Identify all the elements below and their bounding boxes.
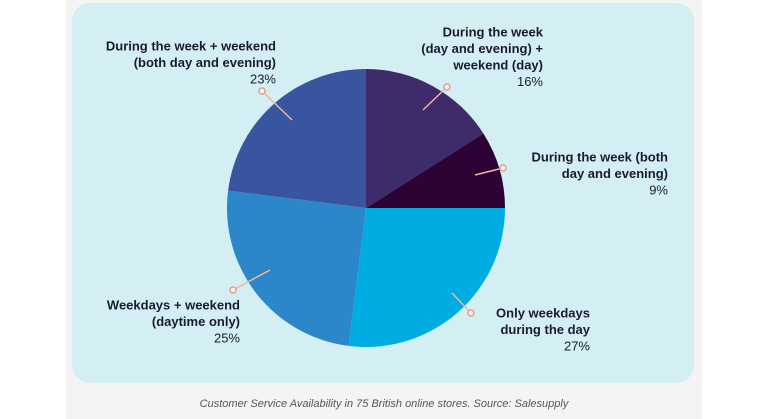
leader-line bbox=[451, 292, 472, 314]
slice-label: Weekdays + weekend bbox=[107, 297, 240, 312]
slice-label: Only weekdays bbox=[496, 305, 590, 320]
slice-label: During the week + weekend bbox=[106, 38, 276, 53]
pie-slice bbox=[348, 208, 505, 347]
pie-slice bbox=[366, 133, 505, 208]
slice-label: (daytime only) bbox=[152, 314, 240, 329]
leader-dot bbox=[443, 83, 451, 91]
slice-label: (both day and evening) bbox=[134, 55, 276, 70]
slice-label: day and evening) bbox=[562, 166, 668, 181]
leader-dot bbox=[467, 309, 475, 317]
slice-label: During the week (both bbox=[532, 149, 669, 164]
leader-line bbox=[422, 86, 448, 111]
slice-label: (day and evening) + bbox=[421, 41, 543, 56]
slice-label: During the week bbox=[443, 24, 544, 39]
value-label: 9% bbox=[649, 182, 668, 197]
value-label: 16% bbox=[517, 74, 543, 89]
slice-label: weekend (day) bbox=[452, 57, 543, 72]
value-label: 23% bbox=[250, 71, 276, 86]
leader-dot bbox=[499, 164, 507, 172]
pie-slice bbox=[366, 69, 484, 208]
pie-slice bbox=[228, 69, 366, 208]
leader-line bbox=[474, 167, 504, 176]
leader-line bbox=[232, 269, 271, 291]
leader-line bbox=[261, 90, 293, 121]
pie-slice bbox=[226, 190, 366, 346]
leader-dot bbox=[258, 87, 266, 95]
caption: Customer Service Availability in 75 Brit… bbox=[200, 398, 570, 410]
value-label: 27% bbox=[564, 338, 590, 353]
leader-dot bbox=[229, 286, 237, 294]
value-label: 25% bbox=[214, 330, 240, 345]
slice-label: during the day bbox=[500, 322, 590, 337]
